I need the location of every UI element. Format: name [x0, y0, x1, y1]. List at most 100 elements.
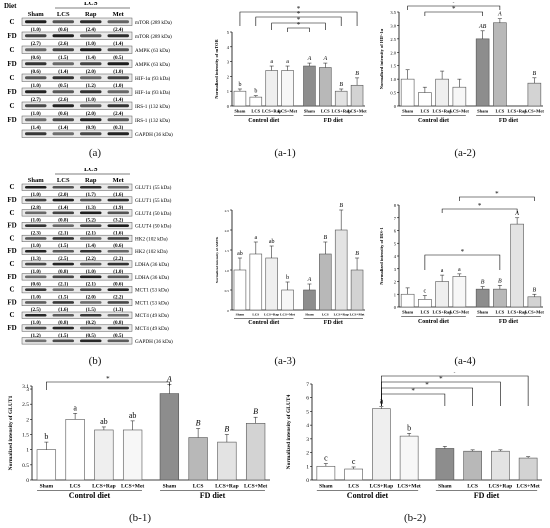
protein-label: HK2 (102 kDa): [135, 248, 168, 255]
blot-strip: [21, 311, 133, 319]
bar: [233, 269, 247, 311]
blot-band: [80, 198, 102, 202]
significance-letter: B: [224, 425, 229, 434]
bar: [188, 437, 208, 481]
y-tick-label: 2: [227, 74, 229, 79]
protein-label: MCT1 (53 kDa): [135, 287, 169, 294]
blot-strip: [21, 115, 133, 124]
y-tick-label: 1.5: [22, 433, 29, 439]
band-ratio: (1.5): [58, 293, 68, 300]
blot-band: [52, 48, 74, 52]
significance-letter: a: [441, 268, 444, 274]
y-tick-label: 8: [394, 203, 397, 208]
band-ratio: (2.0): [86, 110, 96, 117]
blot-band: [80, 20, 102, 24]
x-tick-label: LCS+Met: [397, 484, 420, 490]
band-ratio: (2.3): [31, 229, 41, 236]
significance-letter: B: [355, 71, 359, 77]
blot-band: [80, 262, 102, 266]
y-tick-label: 4: [227, 45, 230, 50]
bar: [350, 269, 364, 311]
significance-star: *: [461, 248, 465, 256]
significance-bracket: [441, 208, 518, 213]
band-ratio: (0.9): [86, 124, 96, 131]
band-ratio: (1.6): [58, 306, 68, 313]
bar: [435, 281, 449, 308]
diet-header: Diet: [4, 2, 17, 10]
group-label: FD diet: [474, 491, 500, 500]
significance-star: *: [297, 10, 301, 18]
bar: [217, 441, 237, 481]
protein-label: LDHA (36 kDa): [135, 274, 169, 281]
significance-star: *: [411, 387, 415, 395]
band-ratio: (2.7): [31, 96, 41, 103]
band-ratio: (1.4): [58, 68, 68, 75]
band-ratio: (0.6): [31, 54, 41, 61]
bar: [372, 408, 391, 481]
blot-band: [25, 62, 47, 66]
bar: [491, 450, 510, 481]
blot-band: [107, 185, 129, 189]
x-tick-label: LCS+Met: [450, 109, 470, 114]
blot-band: [107, 326, 129, 330]
protein-label: AMPK (63 kDa): [135, 61, 170, 68]
band-ratio: (3.2): [113, 217, 123, 224]
band-ratio: (1.4): [113, 96, 123, 103]
x-tick-label: LCS: [322, 313, 329, 317]
bar: [233, 90, 247, 107]
x-tick-label: LCS: [70, 484, 81, 490]
y-tick-label: 6: [394, 229, 397, 234]
band-ratio: (2.8): [31, 204, 41, 211]
x-tick-label: LCS+Rap: [332, 109, 352, 114]
band-ratio: (0.2): [86, 319, 96, 326]
significance-letter: a: [254, 235, 257, 241]
significance-letter: B: [339, 82, 343, 88]
column-header: LCS: [57, 177, 70, 184]
chart-a1: 0 1 2 3 4 5 Normalized intensity of mTOR b Sham b…: [214, 5, 367, 124]
bar: [350, 84, 364, 107]
significance-letter: a: [270, 59, 273, 65]
x-tick-label: LCS: [252, 313, 259, 317]
protein-label: MCT4 (49 kDa): [135, 325, 169, 332]
blot-band: [25, 118, 47, 122]
significance-letter: c: [324, 454, 328, 463]
x-tick-label: LCS: [321, 109, 330, 114]
y-tick-label: 2: [306, 451, 309, 457]
band-ratio: (1.5): [58, 242, 68, 249]
blot-band: [107, 90, 129, 94]
column-header: Rap: [85, 11, 97, 18]
band-ratio: (1.0): [86, 40, 96, 47]
blot-band: [25, 90, 47, 94]
caption-a: (a): [88, 147, 102, 159]
band-ratio: (1.4): [86, 242, 96, 249]
y-tick-label: 1: [394, 292, 396, 297]
blot-band: [25, 34, 47, 38]
y-tick-label: 3.0: [390, 23, 396, 28]
diet-label: FD: [7, 324, 16, 332]
blot-band: [25, 313, 47, 317]
blot-band: [52, 104, 74, 108]
bar: [344, 468, 363, 481]
band-ratio: (2.1): [58, 229, 68, 236]
significance-letter: B: [196, 418, 201, 427]
blot-band: [107, 34, 129, 38]
y-tick-label: 3: [306, 437, 309, 443]
band-ratio: (1.5): [58, 54, 68, 61]
band-ratio: (0.5): [86, 332, 96, 339]
diet-label: C: [9, 18, 14, 26]
blot-strip: [21, 234, 133, 242]
band-ratio: (0.6): [113, 281, 123, 288]
significance-letter: B: [253, 407, 258, 416]
diet-label: C: [9, 183, 14, 191]
y-tick-label: 5: [394, 241, 397, 246]
y-tick-label: 2.5: [22, 402, 29, 408]
y-tick-label: 0.5: [22, 463, 29, 469]
bar: [265, 70, 278, 107]
significance-star: *: [495, 190, 499, 198]
bar: [303, 65, 316, 107]
blot-band: [80, 118, 102, 122]
significance-letter: B: [533, 287, 537, 293]
caption-b: (b): [88, 355, 102, 367]
diet-label: FD: [7, 60, 16, 68]
significance-letter: B: [355, 251, 359, 257]
